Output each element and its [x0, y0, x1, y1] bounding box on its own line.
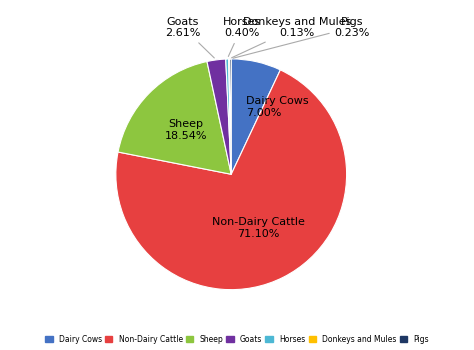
Legend: Dairy Cows, Non-Dairy Cattle, Sheep, Goats, Horses, Donkeys and Mules, Pigs: Dairy Cows, Non-Dairy Cattle, Sheep, Goa…: [43, 332, 431, 346]
Text: Goats
2.61%: Goats 2.61%: [165, 16, 214, 58]
Wedge shape: [116, 70, 346, 290]
Wedge shape: [118, 62, 231, 174]
Text: Dairy Cows
7.00%: Dairy Cows 7.00%: [246, 96, 309, 118]
Wedge shape: [228, 59, 231, 174]
Wedge shape: [207, 59, 231, 174]
Wedge shape: [229, 59, 231, 174]
Text: Donkeys and Mules
0.13%: Donkeys and Mules 0.13%: [232, 16, 351, 58]
Text: Non-Dairy Cattle
71.10%: Non-Dairy Cattle 71.10%: [212, 217, 305, 239]
Text: Sheep
18.54%: Sheep 18.54%: [165, 119, 207, 141]
Text: Pigs
0.23%: Pigs 0.23%: [233, 16, 370, 58]
Wedge shape: [231, 59, 280, 174]
Text: Horses
0.40%: Horses 0.40%: [223, 16, 261, 56]
Wedge shape: [226, 59, 231, 174]
